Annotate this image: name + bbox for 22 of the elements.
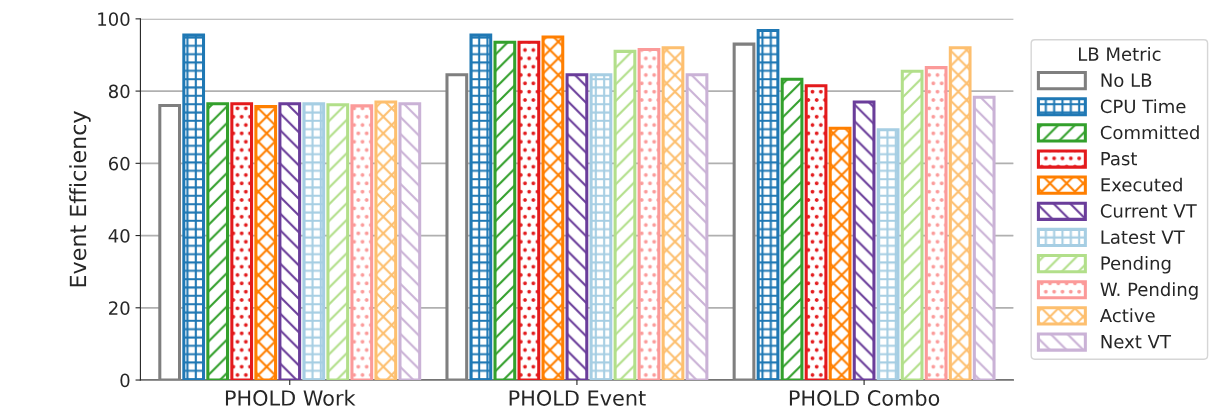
x-tick-label: PHOLD Work bbox=[225, 389, 356, 406]
legend-label: Executed bbox=[1101, 177, 1182, 192]
y-tick-label: 60 bbox=[108, 156, 130, 171]
legend-label: CPU Time bbox=[1100, 99, 1186, 114]
legend-label: Next VT bbox=[1101, 335, 1172, 349]
y-tick-label: 40 bbox=[108, 229, 130, 243]
y-tick-label: 100 bbox=[98, 12, 130, 26]
y-tick-label: 0 bbox=[120, 373, 130, 388]
x-tick-label: PHOLD Event bbox=[509, 390, 646, 406]
legend-label: Committed bbox=[1100, 125, 1199, 140]
legend-label: Active bbox=[1099, 308, 1155, 323]
legend-label: No LB bbox=[1101, 73, 1152, 88]
y-axis-title: Event Efficiency bbox=[69, 111, 91, 287]
legend-label: Pending bbox=[1101, 256, 1171, 274]
legend-label: Past bbox=[1101, 152, 1137, 166]
legend-title: LB Metric bbox=[1079, 46, 1161, 61]
legend-label: W. Pending bbox=[1100, 282, 1198, 300]
y-tick-label: 20 bbox=[109, 301, 130, 315]
legend-label: Current VT bbox=[1100, 204, 1197, 218]
legend-label: Latest VT bbox=[1101, 230, 1185, 244]
x-tick-label: PHOLD Combo bbox=[789, 389, 940, 406]
y-tick-label: 80 bbox=[108, 84, 130, 99]
